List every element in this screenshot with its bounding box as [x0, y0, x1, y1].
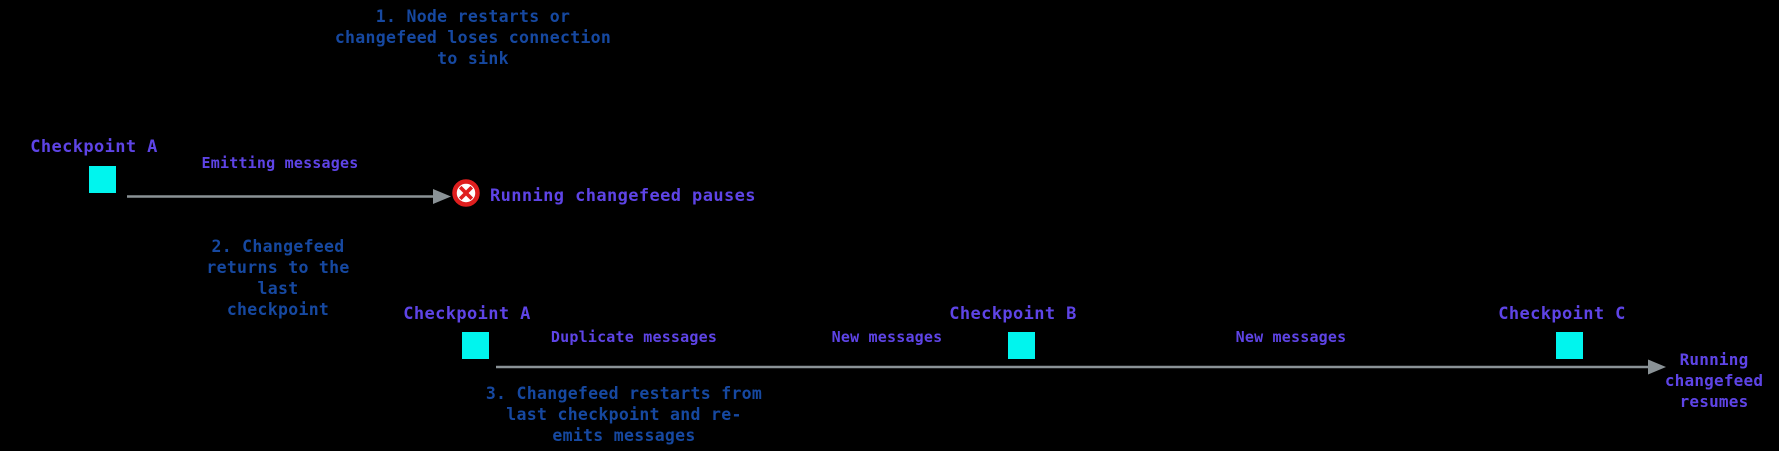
- checkpoint-c-marker: [1556, 332, 1583, 359]
- checkpoint-a-label-top: Checkpoint A: [30, 137, 158, 157]
- annotation-step-2: 2. Changefeed returns to the last checkp…: [206, 237, 350, 319]
- pause-label: Running changefeed pauses: [490, 186, 756, 206]
- checkpoint-c-label: Checkpoint C: [1498, 304, 1626, 324]
- timeline-arrow-top: [127, 189, 451, 204]
- annotation-step-3: 3. Changefeed restarts from last checkpo…: [485, 384, 763, 445]
- checkpoint-a-label-bottom: Checkpoint A: [403, 304, 531, 324]
- resume-label: Running changefeed resumes: [1664, 350, 1764, 411]
- new-messages-label-1: New messages: [831, 328, 943, 346]
- duplicate-messages-label: Duplicate messages: [550, 328, 718, 346]
- new-messages-label-2: New messages: [1235, 328, 1347, 346]
- timeline-arrow-bottom: [496, 359, 1666, 375]
- annotation-step-1: 1. Node restarts or changefeed loses con…: [334, 7, 612, 68]
- checkpoint-a-marker-top: [89, 166, 116, 193]
- changefeed-pause-icon: [452, 179, 480, 207]
- checkpoint-a-marker-bottom: [462, 332, 489, 359]
- checkpoint-b-label: Checkpoint B: [949, 304, 1077, 324]
- emitting-messages-label: Emitting messages: [201, 154, 359, 172]
- checkpoint-b-marker: [1008, 332, 1035, 359]
